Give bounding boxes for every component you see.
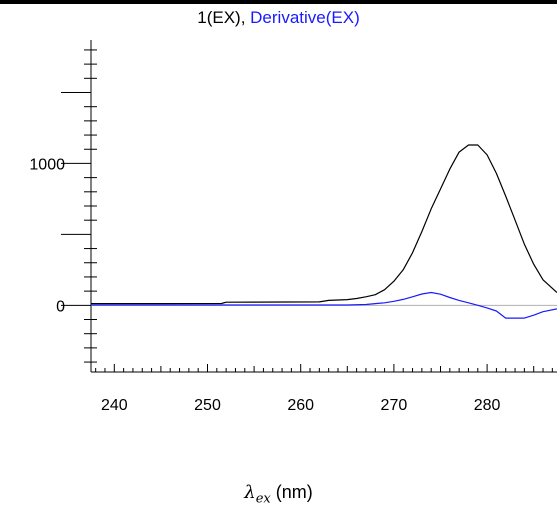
y-tick-label: 1000 [29,156,65,173]
chart-title: 1(EX), Derivative(EX) [0,8,557,28]
title-series-2: Derivative(EX) [250,8,360,27]
top-border [0,0,557,4]
axes: 0 1000 240 250 260 270 280 [29,40,557,414]
x-axis-subscript: ex [255,491,271,507]
x-tick-label: 240 [101,397,128,414]
title-series-1: 1(EX), [197,8,251,27]
x-tick-label: 280 [474,397,501,414]
y-tick-label: 0 [56,298,65,315]
series-layer [91,144,557,319]
x-tick-label: 270 [381,397,408,414]
x-axis-label: λex (nm) [0,482,557,507]
series-line-1ex [91,144,557,305]
x-axis-unit: (nm) [270,482,313,502]
series-line-derivative [91,291,557,319]
x-axis-symbol: λ [244,482,256,503]
x-tick-label: 260 [287,397,314,414]
x-tick-label: 250 [194,397,221,414]
